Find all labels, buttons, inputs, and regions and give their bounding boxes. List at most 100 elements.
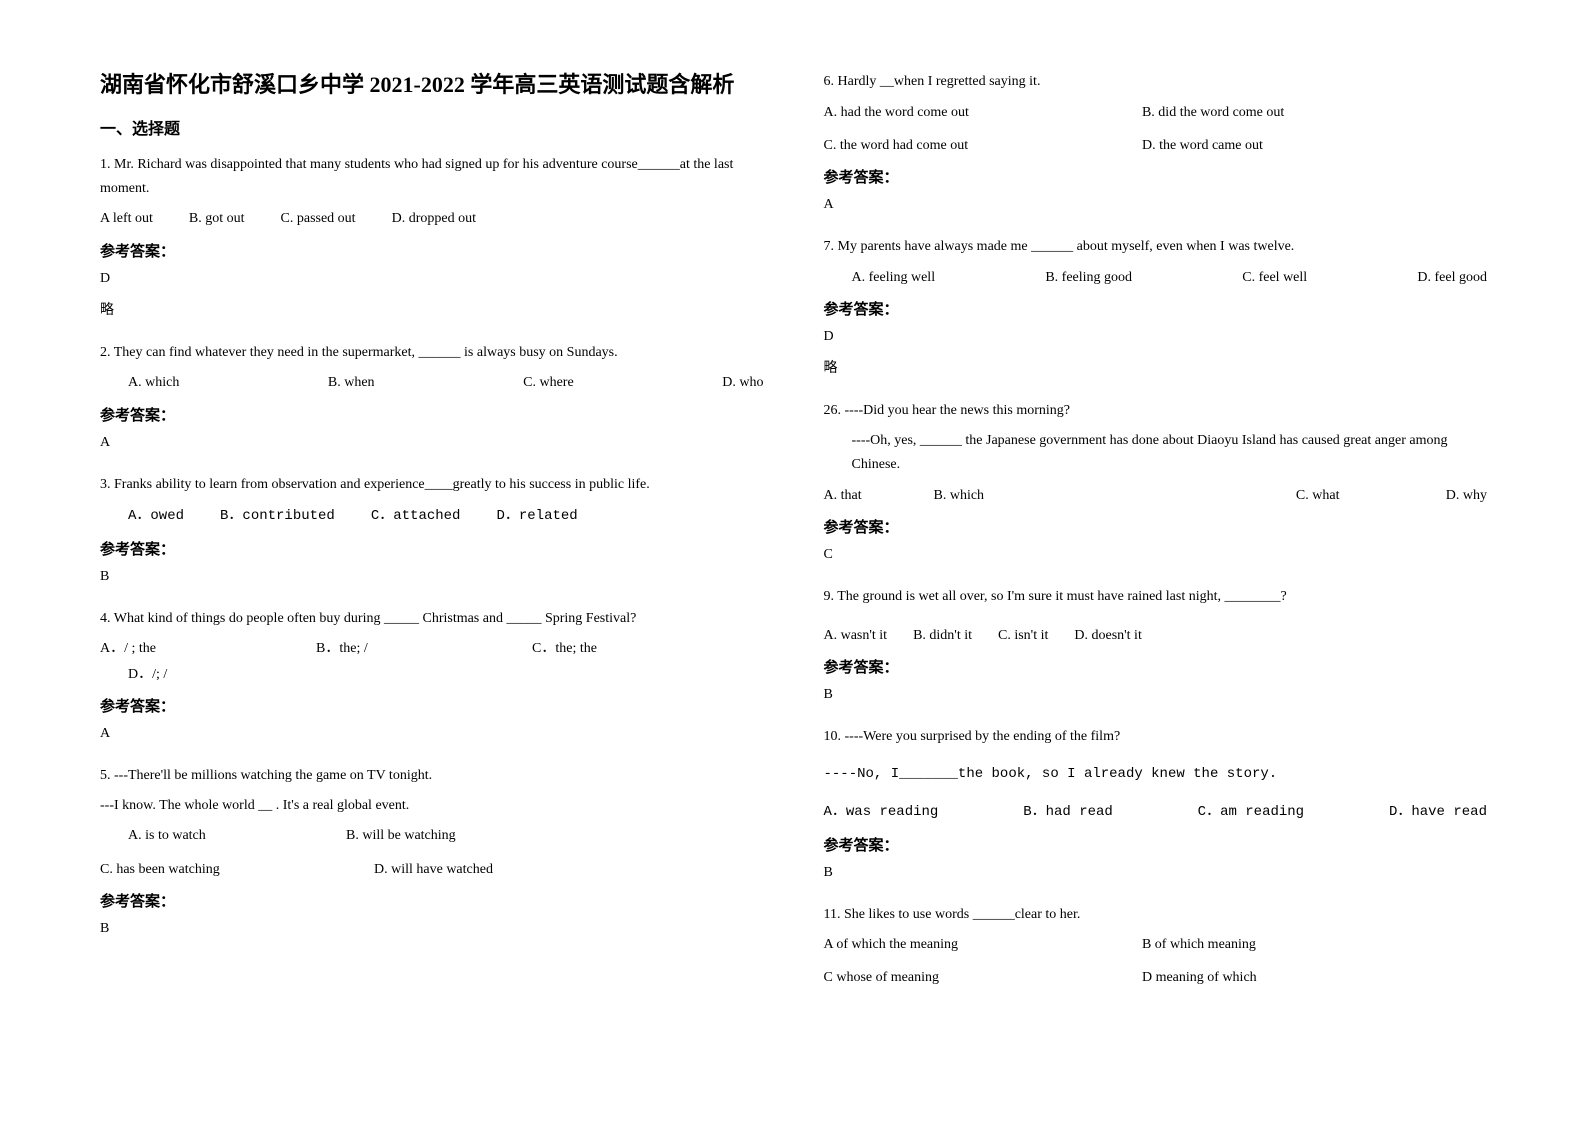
question-6: 6. Hardly __when I regretted saying it. … [824,70,1488,225]
q8-opt-c: C. what [1190,483,1446,508]
q9-opt-c: C. isn't it [998,623,1048,648]
q5-optsA: A. is to watch B. will be watching [100,823,764,848]
q10-answer-label: 参考答案： [824,834,1488,855]
q9-text: 9. The ground is wet all over, so I'm su… [824,585,1488,609]
q1-answer-label: 参考答案： [100,240,764,261]
q8-opt-b: B. which [934,483,1190,508]
q5-opt-c: C. has been watching [100,857,338,882]
q7-opt-c: C. feel well [1242,265,1307,290]
q7-opt-b: B. feeling good [1045,265,1132,290]
q10-opt-d: D．have read [1389,800,1487,825]
q8-answer: C [824,547,1488,563]
q2-opt-a: A. which [128,370,179,395]
q4-opt-b: B．the; / [316,636,496,661]
q9-options: A. wasn't it B. didn't it C. isn't it D.… [824,623,1488,648]
q1-note: 略 [100,299,764,319]
q7-answer: D [824,329,1488,345]
q10-opt-b: B．had read [1023,800,1113,825]
q1-text: 1. Mr. Richard was disappointed that man… [100,153,764,201]
question-7: 7. My parents have always made me ______… [824,235,1488,389]
q3-opt-c: C．attached [371,504,461,529]
q11-opts1: A of which the meaning B of which meanin… [824,932,1488,957]
q7-text: 7. My parents have always made me ______… [824,235,1488,259]
q8-opt-d: D. why [1446,483,1487,508]
q2-opt-d: D. who [722,370,763,395]
question-8: 26. ----Did you hear the news this morni… [824,399,1488,575]
q3-opt-a: A．owed [128,504,184,529]
q2-answer-label: 参考答案： [100,404,764,425]
q3-answer: B [100,569,764,585]
left-column: 湖南省怀化市舒溪口乡中学 2021-2022 学年高三英语测试题含解析 一、选择… [100,70,764,1052]
q9-answer-label: 参考答案： [824,656,1488,677]
q8-options: A. that B. which C. what D. why [824,483,1488,508]
page-title: 湖南省怀化市舒溪口乡中学 2021-2022 学年高三英语测试题含解析 [100,70,764,101]
q6-answer-label: 参考答案： [824,166,1488,187]
q1-options: A left out B. got out C. passed out D. d… [100,206,764,231]
q10-line1: 10. ----Were you surprised by the ending… [824,725,1488,749]
q3-options: A．owed B．contributed C．attached D．relate… [100,504,764,529]
q6-text: 6. Hardly __when I regretted saying it. [824,70,1488,94]
right-column: 6. Hardly __when I regretted saying it. … [824,70,1488,1052]
question-11: 11. She likes to use words ______clear t… [824,903,1488,999]
q6-answer: A [824,197,1488,213]
q2-text: 2. They can find whatever they need in t… [100,341,764,365]
q5-answer: B [100,921,764,937]
q6-opts1: A. had the word come out B. did the word… [824,100,1488,125]
question-5: 5. ---There'll be millions watching the … [100,764,764,949]
q8-answer-label: 参考答案： [824,516,1488,537]
q2-opt-c: C. where [523,370,574,395]
q7-opt-d: D. feel good [1417,265,1487,290]
q9-opt-d: D. doesn't it [1074,623,1141,648]
q11-opt-d: D meaning of which [1142,965,1460,990]
q3-answer-label: 参考答案： [100,538,764,559]
q1-answer: D [100,271,764,287]
q4-opt-d: D．/; / [100,662,728,687]
q3-opt-d: D．related [496,504,577,529]
q5-line1: 5. ---There'll be millions watching the … [100,764,764,788]
q7-answer-label: 参考答案： [824,298,1488,319]
q8-line2: ----Oh, yes, ______ the Japanese governm… [824,429,1488,477]
q4-answer: A [100,726,764,742]
q2-options: A. which B. when C. where D. who [100,370,764,395]
q11-opt-a: A of which the meaning [824,932,1142,957]
q2-opt-b: B. when [328,370,375,395]
question-10: 10. ----Were you surprised by the ending… [824,725,1488,893]
q9-opt-b: B. didn't it [913,623,972,648]
q1-opt-c: C. passed out [281,206,356,231]
q10-answer: B [824,865,1488,881]
q4-opt-c: C．the; the [532,636,597,661]
q11-opt-c: C whose of meaning [824,965,1142,990]
q1-opt-a: A left out [100,206,153,231]
q6-opt-c: C. the word had come out [824,133,1142,158]
q7-options: A. feeling well B. feeling good C. feel … [824,265,1488,290]
q8-line1: 26. ----Did you hear the news this morni… [824,399,1488,423]
question-9: 9. The ground is wet all over, so I'm su… [824,585,1488,715]
q6-opt-b: B. did the word come out [1142,100,1460,125]
question-1: 1. Mr. Richard was disappointed that man… [100,153,764,331]
section-header: 一、选择题 [100,115,764,139]
q9-opt-a: A. wasn't it [824,623,888,648]
q3-text: 3. Franks ability to learn from observat… [100,473,764,497]
q10-options: A．was reading B．had read C．am reading D．… [824,800,1488,825]
q4-options: A．/ ; the B．the; / C．the; the D．/; / [100,636,764,686]
q5-answer-label: 参考答案： [100,890,764,911]
q5-line2: ---I know. The whole world __ . It's a r… [100,794,764,818]
question-2: 2. They can find whatever they need in t… [100,341,764,463]
q1-opt-b: B. got out [189,206,245,231]
q2-answer: A [100,435,764,451]
q3-opt-b: B．contributed [220,504,335,529]
q5-opt-d: D. will have watched [374,857,493,882]
question-4: 4. What kind of things do people often b… [100,607,764,754]
q1-opt-d: D. dropped out [392,206,476,231]
q10-opt-a: A．was reading [824,800,939,825]
q11-text: 11. She likes to use words ______clear t… [824,903,1488,927]
q4-answer-label: 参考答案： [100,695,764,716]
q11-opt-b: B of which meaning [1142,932,1460,957]
q10-opt-c: C．am reading [1198,800,1304,825]
q7-opt-a: A. feeling well [852,265,936,290]
q11-opts2: C whose of meaning D meaning of which [824,965,1488,990]
q4-text: 4. What kind of things do people often b… [100,607,764,631]
q7-note: 略 [824,357,1488,377]
q10-line2: ----No, I_______the book, so I already k… [824,763,1488,787]
q5-optsB: C. has been watching D. will have watche… [100,857,764,882]
